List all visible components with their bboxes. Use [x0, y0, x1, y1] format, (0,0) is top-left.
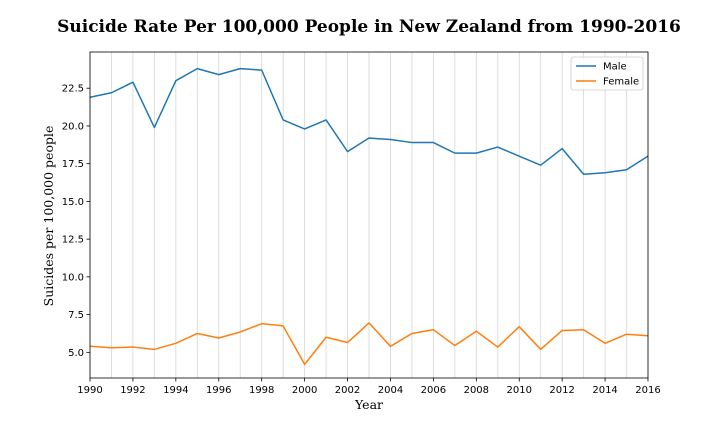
series-line-female — [89, 322, 649, 366]
x-axis-label: Year — [354, 397, 383, 412]
y-tick-label: 15.0 — [62, 197, 84, 208]
x-tick-label: 1996 — [206, 385, 231, 396]
x-tick-label: 1998 — [249, 385, 274, 396]
x-tick-label: 2012 — [549, 385, 574, 396]
x-tick-label: 2004 — [378, 385, 403, 396]
x-tick-label: 2000 — [292, 385, 317, 396]
x-axis: 1990 1992 1994 1996 1998 2000 2002 2004 2006 2008… — [77, 378, 661, 396]
legend-label-female: Female — [603, 77, 639, 88]
grid-lines — [89, 52, 649, 378]
x-tick-label: 2008 — [464, 385, 489, 396]
x-tick-label: 1992 — [120, 385, 145, 396]
y-tick-label: 20.0 — [62, 121, 84, 132]
y-tick-label: 10.0 — [62, 272, 84, 283]
y-tick-label: 7.5 — [68, 310, 84, 321]
x-tick-label: 1994 — [163, 385, 188, 396]
x-tick-label: 2016 — [635, 385, 660, 396]
x-tick-label: 2006 — [421, 385, 446, 396]
y-tick-label: 5.0 — [68, 348, 84, 359]
plot-frame — [89, 51, 649, 379]
x-tick-label: 2014 — [592, 385, 617, 396]
x-tick-label: 1990 — [77, 385, 102, 396]
y-tick-label: 22.5 — [62, 84, 84, 95]
y-tick-label: 17.5 — [62, 159, 84, 170]
y-axis-label: Suicides per 100,000 people — [41, 126, 56, 307]
series-layer — [89, 67, 649, 366]
y-tick-label: 12.5 — [62, 235, 84, 246]
legend: Male Female — [570, 56, 644, 91]
x-tick-label: 2010 — [507, 385, 532, 396]
legend-label-male: Male — [603, 62, 627, 73]
y-axis: 5.0 7.5 10.0 12.5 15.0 17.5 20.0 22.5 — [62, 84, 90, 359]
series-line-male — [89, 67, 649, 175]
x-tick-label: 2002 — [335, 385, 360, 396]
chart-title: Suicide Rate Per 100,000 People in New Z… — [57, 17, 681, 37]
